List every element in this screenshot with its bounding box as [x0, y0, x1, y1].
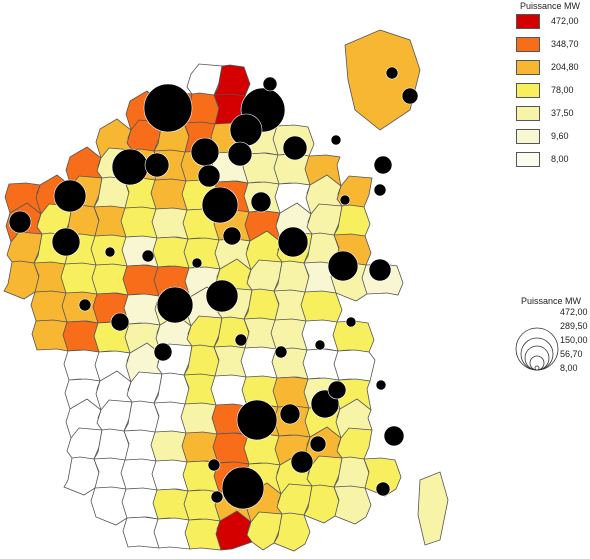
power-bubbles [8, 66, 419, 510]
power-bubble [201, 186, 239, 224]
power-bubble [339, 194, 351, 206]
power-bubble [234, 333, 248, 347]
power-bubble [53, 179, 87, 213]
department-area [363, 457, 402, 497]
size-legend-label: 472,00 [560, 307, 588, 317]
size-legend-label: 8,00 [560, 363, 578, 373]
power-bubble [262, 76, 278, 92]
legend-swatch [516, 106, 540, 121]
power-bubble [314, 339, 326, 351]
legend-swatch [516, 60, 540, 75]
power-bubble [110, 312, 130, 332]
power-bubble [385, 66, 399, 80]
power-bubble [221, 466, 265, 510]
legend-swatch-label: 472,00 [551, 16, 579, 26]
size-legend-label: 56,70 [560, 349, 583, 359]
power-bubble [143, 83, 193, 133]
legend-swatch [516, 152, 540, 167]
power-bubble [78, 298, 92, 312]
power-bubble [197, 164, 221, 188]
legend-swatch [516, 37, 540, 52]
power-bubble [210, 490, 224, 504]
legend-swatch [516, 14, 540, 29]
power-bubble [327, 250, 359, 282]
legend-swatch-label: 9,60 [551, 131, 569, 141]
legend-swatch-label: 348,70 [551, 39, 579, 49]
power-bubble [207, 458, 221, 472]
power-bubble [156, 286, 194, 324]
power-bubble [274, 345, 288, 359]
power-bubble [222, 226, 242, 246]
power-bubble [8, 210, 32, 234]
power-bubble [236, 399, 278, 441]
power-bubble [279, 403, 301, 425]
size-legend-circle [529, 355, 545, 371]
power-bubble [277, 226, 309, 258]
department-area [333, 485, 372, 525]
power-bubble [111, 148, 149, 186]
department-area [184, 518, 222, 551]
power-bubble [383, 425, 405, 447]
power-bubble [144, 152, 170, 178]
power-bubble [250, 191, 272, 213]
power-bubble [104, 246, 116, 258]
department-area [344, 29, 421, 131]
power-bubble [309, 435, 327, 453]
department-area [273, 512, 311, 552]
power-bubble [190, 137, 220, 167]
legend-swatch [516, 129, 540, 144]
color-legend-title: Puissance MW [520, 1, 581, 11]
power-bubble [375, 481, 391, 497]
size-legend-title: Puissance MW [521, 296, 582, 306]
power-bubble [205, 279, 239, 313]
department-area [333, 349, 376, 382]
power-bubble [290, 450, 314, 474]
power-bubble [153, 342, 173, 362]
legend-swatch [516, 83, 540, 98]
legend-swatch-label: 204,80 [551, 62, 579, 72]
power-bubble [330, 134, 342, 146]
legend-swatch-label: 37,50 [551, 108, 574, 118]
power-bubble [282, 135, 308, 161]
legend-swatch-label: 78,00 [551, 85, 574, 95]
power-bubble [373, 183, 387, 197]
size-legend-circle [515, 327, 559, 371]
power-bubble [375, 379, 387, 391]
power-bubble [141, 249, 155, 263]
department-choropleth [3, 29, 449, 552]
power-bubble [401, 87, 419, 105]
power-bubble [191, 257, 203, 269]
power-bubble [229, 113, 263, 147]
size-legend-circles [515, 327, 559, 371]
size-legend-label: 150,00 [560, 335, 588, 345]
size-legend-label: 289,50 [560, 321, 588, 331]
size-legend-circle [534, 365, 540, 371]
power-bubble [327, 380, 347, 400]
legend-swatch-label: 8,00 [551, 154, 569, 164]
power-bubble [345, 316, 357, 328]
power-bubble [227, 141, 253, 167]
power-bubble [373, 155, 393, 175]
power-bubble [51, 227, 81, 257]
power-bubble [368, 258, 392, 282]
department-area [417, 471, 449, 546]
